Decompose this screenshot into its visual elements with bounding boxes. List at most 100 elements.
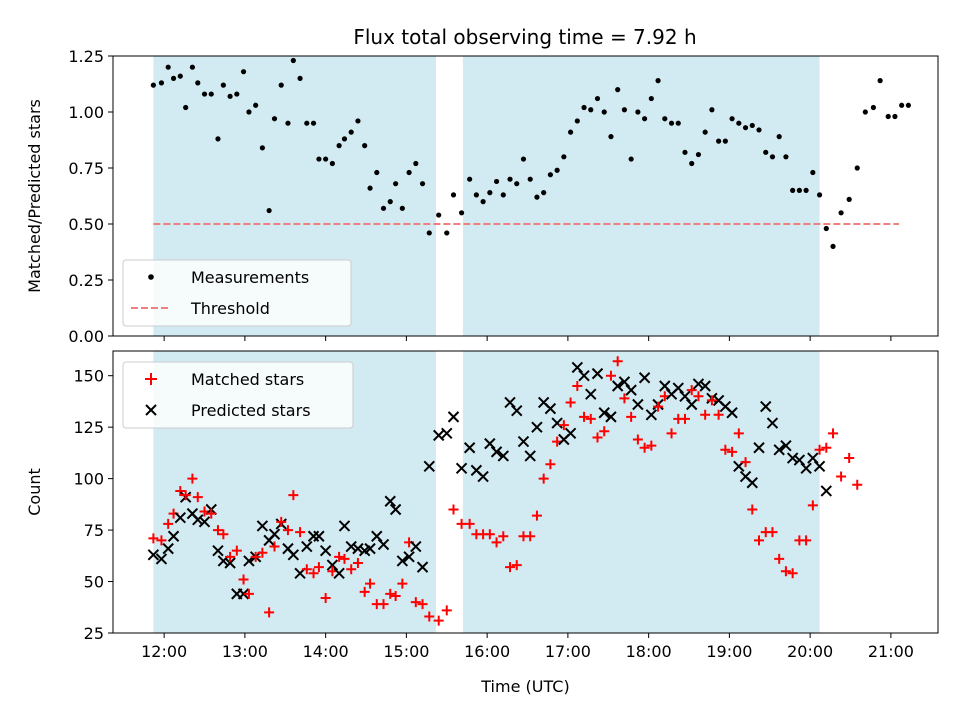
predicted-point — [423, 460, 435, 472]
data-marks — [147, 356, 863, 626]
predicted-point — [659, 380, 671, 392]
matched-point — [156, 535, 167, 546]
y-tick-label: 125 — [73, 418, 104, 437]
matched-point — [632, 434, 643, 445]
predicted-point — [517, 435, 530, 448]
y-tick-label: 100 — [73, 470, 104, 489]
measurement-point — [846, 196, 852, 202]
predicted-point — [319, 544, 332, 557]
matched-point — [780, 566, 791, 577]
measurement-point — [783, 154, 789, 160]
measurement-point — [702, 129, 708, 135]
predicted-point — [800, 462, 812, 475]
measurement-point — [195, 80, 201, 86]
matched-point — [754, 535, 765, 546]
measurement-point — [601, 109, 607, 115]
matched-point — [163, 518, 174, 529]
y-tick-label: 0.25 — [68, 271, 104, 290]
matched-point — [225, 551, 236, 562]
matched-point — [605, 370, 616, 381]
measurement-point — [547, 172, 553, 178]
predicted-point — [477, 470, 489, 483]
predicted-point — [531, 421, 543, 433]
predicted-point — [162, 542, 174, 555]
predicted-point — [504, 396, 516, 409]
predicted-point — [820, 485, 833, 497]
measurement-point — [877, 78, 883, 84]
x-tick-label: 16:00 — [464, 642, 510, 661]
measurement-point — [348, 129, 354, 135]
matched-point — [276, 516, 287, 527]
y-tick-label: 0.00 — [68, 327, 104, 346]
matched-point — [441, 605, 452, 616]
predicted-point — [591, 367, 604, 380]
data-marks — [150, 57, 911, 249]
predicted-point — [753, 442, 765, 454]
predicted-point — [686, 398, 698, 411]
matched-point — [639, 442, 650, 453]
count-panel: 12:00 13:00 14:00 15:00 16:00 17:00 18:00 19:00… — [25, 350, 939, 696]
predicted-point — [167, 530, 180, 542]
predicted-point — [352, 542, 364, 555]
measurement-point — [278, 82, 284, 88]
predicted-point — [416, 561, 429, 573]
measurement-point — [487, 190, 493, 196]
matched-point — [320, 593, 331, 604]
matched-point — [774, 553, 785, 564]
measurement-point — [436, 212, 442, 218]
matched-point — [448, 504, 459, 515]
matched-point — [733, 428, 744, 439]
measurement-point — [628, 156, 634, 162]
matched-point — [814, 444, 825, 455]
y-axis-label: Matched/Predicted stars — [25, 99, 44, 293]
predicted-point — [198, 516, 211, 528]
measurement-point — [399, 205, 405, 211]
matched-point — [531, 510, 542, 521]
measurement-point — [682, 149, 688, 155]
matched-point — [410, 597, 421, 608]
legend-label: Measurements — [191, 268, 309, 287]
ratio-panel: 0.00 0.25 0.50 0.75 1.00 1.25 Matched/Predict… — [25, 47, 939, 346]
y-tick-label: 25 — [84, 624, 104, 643]
matched-point — [747, 504, 758, 515]
matched-point — [308, 568, 319, 579]
measurement-point — [304, 120, 310, 126]
measurement-point — [749, 122, 755, 129]
predicted-point — [403, 551, 415, 563]
matched-point — [727, 446, 738, 457]
matched-point — [828, 428, 839, 439]
legend: Matched stars Predicted stars — [122, 361, 354, 429]
matched-point — [491, 537, 502, 548]
measurement-point — [362, 143, 368, 149]
predicted-point — [571, 361, 584, 374]
matched-point — [390, 590, 401, 601]
legend-label: Predicted stars — [191, 401, 311, 420]
measurement-point — [323, 156, 329, 162]
predicted-point — [490, 446, 503, 458]
measurement-point — [899, 102, 905, 108]
matched-point — [365, 578, 376, 589]
measurement-point — [467, 176, 473, 182]
predicted-point — [780, 439, 792, 452]
observing-interval — [462, 56, 820, 336]
matched-point — [767, 527, 778, 538]
predicted-point — [766, 417, 779, 429]
matched-point — [212, 525, 223, 536]
matched-point — [801, 535, 812, 546]
predicted-point — [692, 378, 705, 390]
predicted-point — [598, 407, 610, 419]
predicted-point — [224, 557, 236, 569]
matched-point — [505, 562, 516, 573]
predicted-point — [377, 538, 390, 551]
matched-point — [334, 551, 345, 562]
x-tick-label: 14:00 — [303, 642, 349, 661]
matched-point — [464, 518, 475, 529]
measurement-point — [830, 243, 836, 249]
matched-point — [180, 490, 191, 501]
measurement-point — [668, 120, 675, 126]
measurement-point — [290, 57, 296, 64]
predicted-point — [447, 411, 460, 423]
measurement-point — [862, 109, 868, 115]
matched-point — [646, 440, 657, 451]
measurement-point — [316, 156, 322, 162]
